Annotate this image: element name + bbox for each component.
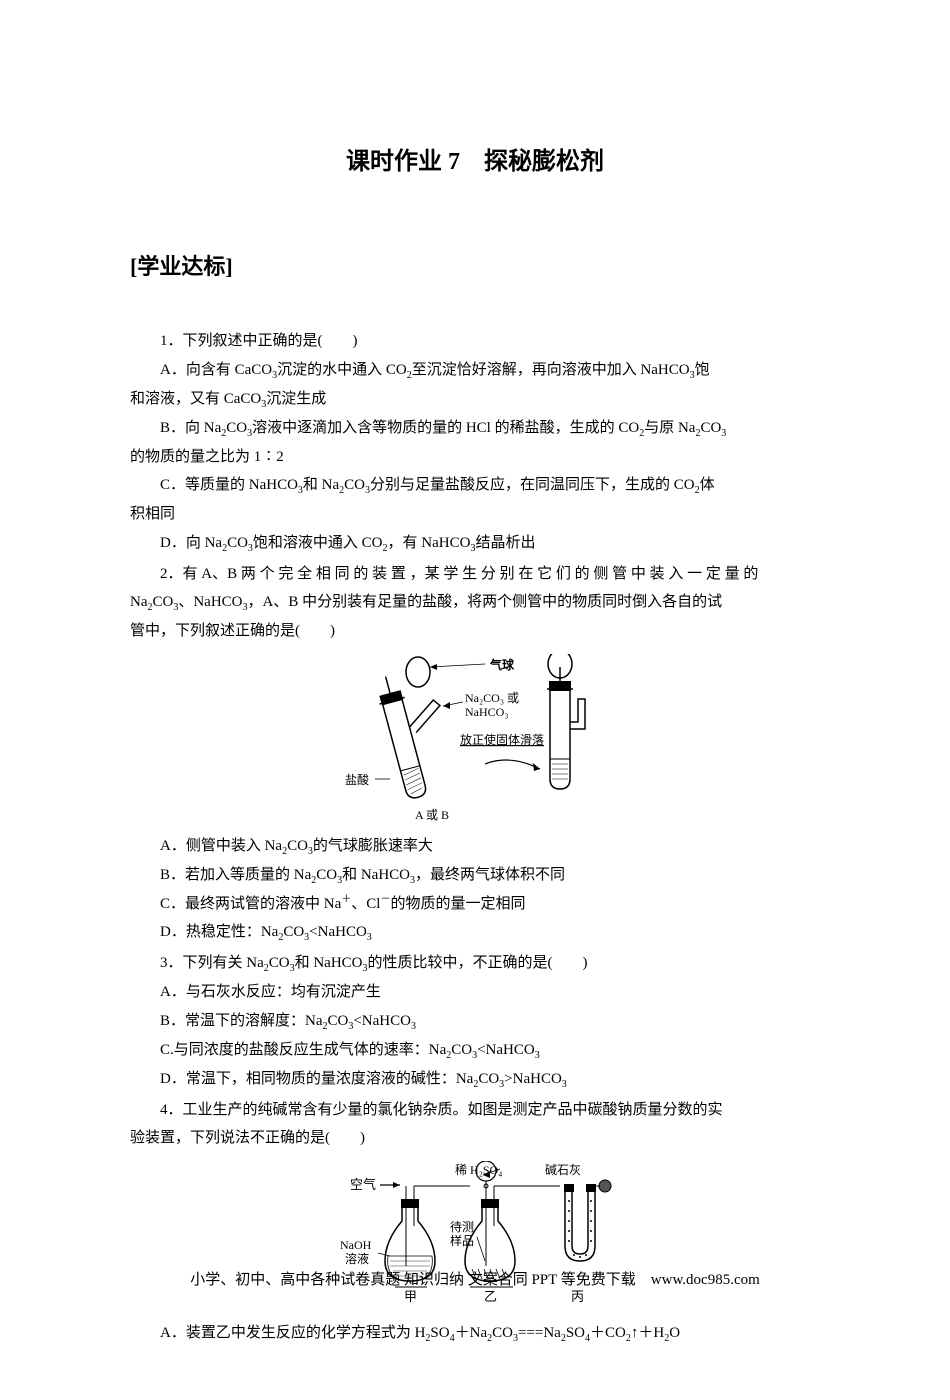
fig2-label-naoh: NaOH xyxy=(340,1238,372,1252)
fig2-label-air: 空气 xyxy=(350,1177,376,1192)
page-footer: 小学、初中、高中各种试卷真题 知识归纳 文案合同 PPT 等免费下载 www.d… xyxy=(0,1266,950,1295)
question-2: 2．有 A、B 两 个 完 全 相 同 的 装 置 ，某 学 生 分 别 在 它… xyxy=(130,560,820,646)
q2-stem-cont2: 管中，下列叙述正确的是( ) xyxy=(130,617,820,646)
q1-option-c-cont: 积相同 xyxy=(130,500,820,529)
fig1-label-action: 放正使固体滑落 xyxy=(460,732,544,747)
fig1-label-powder: Na₂CO₃ 或 xyxy=(465,691,519,705)
fig2-label-lime: 碱石灰 xyxy=(545,1163,581,1177)
fig2-label-naoh2: 溶液 xyxy=(345,1251,369,1266)
q4-stem: 4．工业生产的纯碱常含有少量的氯化钠杂质。如图是测定产品中碳酸钠质量分数的实 xyxy=(130,1096,820,1125)
q3-option-b: B．常温下的溶解度：Na2CO3<NaHCO3 xyxy=(130,1007,820,1036)
q2-stem-cont: Na2CO3、NaHCO3，A、B 中分别装有足量的盐酸，将两个侧管中的物质同时… xyxy=(130,588,820,617)
fig2-label-sample: 待测 xyxy=(450,1220,474,1234)
q2-option-c: C．最终两试管的溶液中 Na＋、Cl－的物质的量一定相同 xyxy=(130,890,820,919)
question-4: 4．工业生产的纯碱常含有少量的氯化钠杂质。如图是测定产品中碳酸钠质量分数的实 验… xyxy=(130,1096,820,1153)
q2-option-a: A．侧管中装入 Na2CO3的气球膨胀速率大 xyxy=(130,832,820,861)
q3-stem: 3．下列有关 Na2CO3和 NaHCO3的性质比较中，不正确的是( ) xyxy=(130,949,820,978)
q1-option-c: C．等质量的 NaHCO3和 Na2CO3分别与足量盐酸反应，在同温同压下，生成… xyxy=(130,471,820,500)
q1-option-a-cont: 和溶液，又有 CaCO3沉淀生成 xyxy=(130,385,820,414)
q1-option-a: A．向含有 CaCO3沉淀的水中通入 CO2至沉淀恰好溶解，再向溶液中加入 Na… xyxy=(130,356,820,385)
fig1-label-balloon: 气球 xyxy=(489,657,515,672)
question-1: 1．下列叙述中正确的是( ) A．向含有 CaCO3沉淀的水中通入 CO2至沉淀… xyxy=(130,327,820,558)
fig1-label-bottom: A 或 B xyxy=(415,808,449,822)
q2-stem: 2．有 A、B 两 个 完 全 相 同 的 装 置 ，某 学 生 分 别 在 它… xyxy=(130,560,820,589)
q1-stem: 1．下列叙述中正确的是( ) xyxy=(130,327,820,356)
q1-option-d: D．向 Na2CO3饱和溶液中通入 CO2，有 NaHCO3结晶析出 xyxy=(130,529,820,558)
q3-option-c: C.与同浓度的盐酸反应生成气体的速率：Na2CO3<NaHCO3 xyxy=(130,1036,820,1065)
fig2-label-sample2: 样品 xyxy=(450,1233,474,1248)
section-header: [学业达标] xyxy=(130,246,820,288)
fig2-label-h2so4: 稀 H₂SO₄ xyxy=(455,1163,502,1177)
q3-option-d: D．常温下，相同物质的量浓度溶液的碱性：Na2CO3>NaHCO3 xyxy=(130,1065,820,1094)
q1-option-b: B．向 Na2CO3溶液中逐滴加入含等物质的量的 HCl 的稀盐酸，生成的 CO… xyxy=(130,414,820,443)
q1-option-b-cont: 的物质的量之比为 1∶2 xyxy=(130,443,820,472)
q4-stem-cont: 验装置，下列说法不正确的是( ) xyxy=(130,1124,820,1153)
fig1-label-powder2: NaHCO₃ xyxy=(465,705,509,719)
figure-1: 气球 Na₂CO₃ 或 NaHCO₃ 放正使固体滑落 盐酸 A 或 B xyxy=(130,654,820,824)
fig1-label-liquid: 盐酸 xyxy=(345,772,369,787)
page-title: 课时作业 7 探秘膨松剂 xyxy=(130,140,820,186)
q2-option-b: B．若加入等质量的 Na2CO3和 NaHCO3，最终两气球体积不同 xyxy=(130,861,820,890)
question-2-options: A．侧管中装入 Na2CO3的气球膨胀速率大 B．若加入等质量的 Na2CO3和… xyxy=(130,832,820,948)
q2-option-d: D．热稳定性：Na2CO3<NaHCO3 xyxy=(130,918,820,947)
question-3: 3．下列有关 Na2CO3和 NaHCO3的性质比较中，不正确的是( ) A．与… xyxy=(130,949,820,1094)
q3-option-a: A．与石灰水反应：均有沉淀产生 xyxy=(130,978,820,1007)
